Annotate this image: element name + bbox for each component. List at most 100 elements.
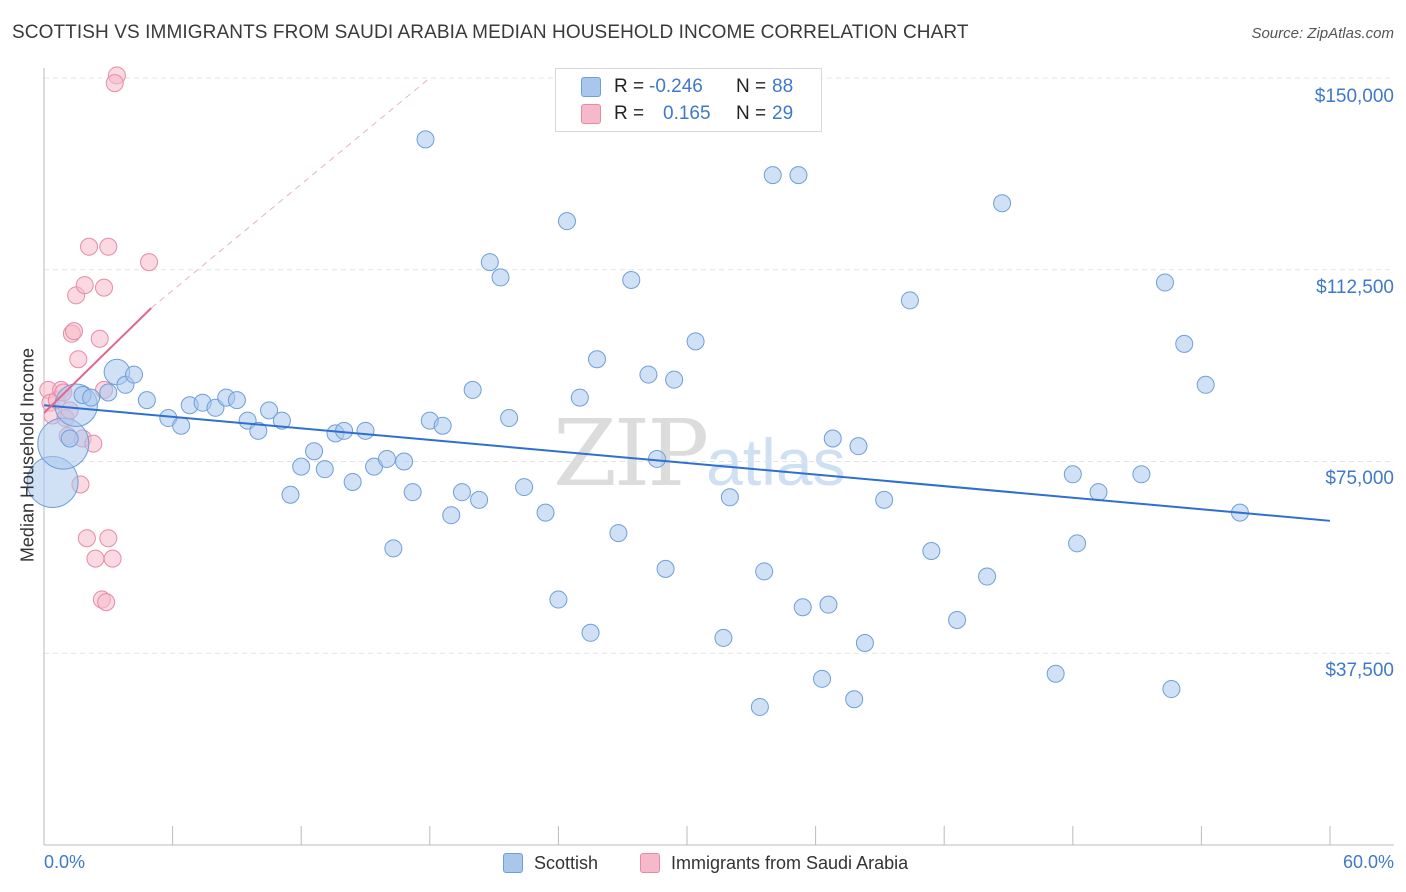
scottish-point-57: [665, 370, 684, 389]
scottish-point-47: [549, 590, 568, 609]
source-credit: Source: ZipAtlas.com: [1251, 25, 1394, 42]
scottish-point-69: [845, 690, 864, 709]
y-tick-label-150000: $150,000: [1314, 86, 1394, 107]
scottish-point-6: [99, 383, 118, 402]
legend-n-label: N =: [736, 76, 767, 97]
scottish-point-21: [272, 411, 291, 430]
saudi-point-22: [95, 278, 114, 297]
saudi-point-19: [86, 549, 105, 568]
scottish-point-37: [433, 416, 452, 435]
scottish-point-43: [491, 268, 510, 287]
scottish-point-46: [536, 503, 555, 522]
saudi-point-25: [99, 529, 118, 548]
scottish-point-5: [82, 388, 101, 407]
bottom-legend-swatch-blue: [503, 853, 523, 873]
scottish-point-73: [900, 291, 919, 310]
legend-r-value: 0.165: [663, 103, 711, 124]
scottish-point-32: [384, 539, 403, 558]
scottish-point-50: [581, 623, 600, 642]
scottish-point-58: [686, 332, 705, 351]
scottish-point-65: [793, 598, 812, 617]
bottom-legend-swatch-pink: [640, 853, 660, 873]
saudi-point-20: [90, 329, 109, 348]
saudi-trendline-extended: [150, 77, 431, 309]
scottish-point-51: [587, 350, 606, 369]
scottish-point-61: [750, 697, 769, 716]
x-tick-label-max: 60.0%: [1342, 852, 1394, 872]
scottish-point-29: [356, 421, 375, 440]
legend-r-value: -0.246: [649, 76, 703, 97]
scottish-point-42: [480, 253, 499, 272]
scottish-point-77: [993, 194, 1012, 213]
scottish-point-64: [789, 166, 808, 185]
scottish-point-54: [639, 365, 658, 384]
scottish-point-70: [849, 437, 868, 456]
scottish-point-68: [823, 429, 842, 448]
scottish-point-40: [463, 380, 482, 399]
scottish-point-19: [249, 421, 268, 440]
scottish-point-41: [470, 490, 489, 509]
x-tick-label-min: 0.0%: [44, 852, 86, 872]
scottish-point-60: [720, 488, 739, 507]
legend-n-label: N =: [736, 103, 767, 124]
y-axis-label: Median Household Income: [17, 347, 38, 563]
scottish-point-75: [948, 611, 967, 630]
saudi-point-12: [69, 350, 88, 369]
scottish-point-35: [416, 130, 435, 149]
y-tick-label-112500: $112,500: [1316, 277, 1394, 298]
scottish-point-10: [137, 391, 156, 410]
bottom-legend-label: Scottish: [534, 853, 599, 873]
saudi-point-15: [75, 276, 94, 295]
scottish-point-23: [292, 457, 311, 476]
scottish-point-67: [819, 595, 838, 614]
saudi-point-24: [99, 237, 118, 256]
scottish-point-81: [1089, 483, 1108, 502]
scottish-point-49: [570, 388, 589, 407]
legend-n-value: 88: [772, 76, 794, 97]
scottish-point-71: [855, 634, 874, 653]
scottish-point-52: [609, 524, 628, 543]
bottom-legend-label: Immigrants from Saudi Arabia: [671, 853, 909, 873]
y-tick-label-37500: $37,500: [1325, 660, 1394, 681]
legend-n-value: 29: [772, 103, 794, 124]
scottish-point-33: [395, 452, 414, 471]
scottish-point-82: [1132, 465, 1151, 484]
saudi-point-10: [65, 322, 84, 341]
legend-r-label: R =: [614, 103, 645, 124]
scottish-point-22: [281, 485, 300, 504]
scottish-point-38: [442, 506, 461, 525]
scottish-point-85: [1175, 334, 1194, 353]
scottish-point-72: [875, 490, 894, 509]
correlation-legend: R = -0.246 N = 88 R = 0.165 N = 29: [555, 68, 822, 132]
scottish-point-80: [1068, 534, 1087, 553]
scottish-point-20: [260, 401, 279, 420]
scottish-point-78: [1046, 664, 1065, 683]
scottish-point-63: [763, 166, 782, 185]
scottish-point-62: [755, 562, 774, 581]
saudi-point-27: [103, 549, 122, 568]
saudi-point-16: [77, 529, 96, 548]
legend-swatch-pink: [581, 104, 601, 124]
scottish-point-45: [515, 478, 534, 497]
saudi-point-17: [80, 237, 99, 256]
scottish-point-48: [557, 212, 576, 231]
legend-swatch-blue: [581, 77, 601, 97]
scottish-point-34: [403, 483, 422, 502]
scottish-point-86: [1196, 375, 1215, 394]
scottish-point-24: [305, 442, 324, 461]
scottish-point-76: [978, 567, 997, 586]
chart-title: SCOTTISH VS IMMIGRANTS FROM SAUDI ARABIA…: [12, 22, 969, 43]
scottish-point-25: [315, 460, 334, 479]
saudi-point-30: [140, 253, 159, 272]
scottish-point-9: [125, 365, 144, 384]
scottish-point-31: [377, 449, 396, 468]
scottish-point-74: [922, 541, 941, 560]
scottish-point-44: [500, 409, 519, 428]
scottish-point-56: [656, 559, 675, 578]
scottish-point-28: [343, 472, 362, 491]
scottish-point-12: [172, 416, 191, 435]
scottish-point-2: [60, 429, 79, 448]
scottish-point-83: [1155, 273, 1174, 292]
y-tick-label-75000: $75,000: [1325, 468, 1394, 489]
